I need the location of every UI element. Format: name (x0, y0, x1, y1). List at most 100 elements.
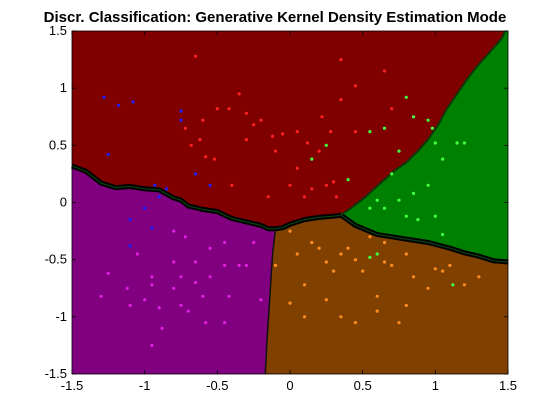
data-point-s4-7 (455, 141, 459, 145)
x-tick-label: -1.5 (61, 378, 83, 393)
data-point-s0-5 (237, 92, 241, 96)
data-point-s3-9 (361, 269, 365, 273)
data-point-s3-10 (375, 294, 379, 298)
data-point-s2-30 (193, 280, 198, 285)
data-point-s4-15 (441, 232, 445, 237)
chart-title: Discr. Classification: Generative Kernel… (44, 9, 507, 26)
data-point-s0-33 (324, 183, 328, 187)
plot-area (71, 30, 509, 375)
x-tick-label: -1 (139, 378, 151, 393)
data-point-s3-19 (462, 283, 466, 287)
data-point-s4-9 (426, 183, 430, 187)
data-point-s2-23 (160, 326, 164, 330)
data-point-s3-11 (382, 240, 387, 245)
data-point-s1-8 (208, 183, 212, 187)
data-point-s1-11 (128, 218, 132, 222)
data-point-s1-5 (153, 183, 157, 187)
data-point-s2-4 (143, 298, 147, 302)
data-point-s2-11 (186, 309, 190, 313)
data-point-s1-3 (106, 152, 110, 157)
data-point-s2-7 (172, 260, 176, 264)
data-point-s0-22 (230, 183, 234, 187)
data-point-s3-12 (390, 263, 394, 267)
data-point-s3-14 (411, 275, 416, 279)
data-point-s4-14 (433, 214, 437, 218)
y-tick-label: 1 (60, 80, 67, 95)
data-point-s1-13 (128, 244, 132, 248)
data-point-s2-3 (99, 294, 103, 298)
data-point-s3-31 (368, 235, 372, 239)
data-point-s2-24 (150, 343, 154, 347)
data-point-s0-11 (295, 130, 299, 134)
data-point-s4-0 (368, 130, 372, 134)
x-tick-label: 0 (286, 378, 293, 393)
data-point-s3-27 (397, 321, 401, 325)
data-point-s2-1 (125, 286, 129, 290)
data-point-s2-9 (172, 286, 176, 290)
data-point-s4-1 (382, 126, 387, 130)
boundary-orange-green-inner (340, 214, 509, 263)
data-point-s1-1 (116, 103, 121, 107)
data-point-s0-24 (273, 149, 278, 153)
data-point-s3-5 (324, 260, 328, 264)
data-point-s0-31 (189, 143, 193, 147)
data-point-s0-21 (198, 138, 202, 142)
data-point-s3-1 (295, 252, 299, 256)
x-tick-label: 0.5 (354, 378, 372, 393)
data-point-s3-24 (339, 315, 343, 319)
data-point-s3-2 (273, 263, 278, 267)
y-tick-label: 0 (60, 195, 67, 210)
y-tick-label: -0.5 (45, 252, 67, 267)
data-point-s0-0 (193, 54, 198, 58)
data-point-s0-6 (244, 111, 248, 115)
data-point-s0-2 (201, 118, 205, 122)
data-point-s2-18 (244, 263, 248, 267)
data-point-s0-3 (215, 107, 219, 111)
data-point-s2-6 (157, 306, 161, 310)
data-point-s0-17 (353, 84, 357, 88)
data-point-s3-3 (302, 283, 307, 287)
data-point-s3-23 (324, 298, 328, 302)
y-tick-label: -1.5 (45, 366, 67, 381)
data-point-s2-26 (172, 229, 176, 233)
boundary-red-green (340, 30, 507, 216)
data-point-s2-15 (223, 263, 227, 267)
data-point-s0-16 (339, 58, 343, 62)
data-point-s2-25 (208, 246, 212, 250)
data-point-s3-21 (288, 301, 292, 305)
data-point-s3-20 (477, 275, 481, 279)
data-point-s4-21 (310, 157, 314, 161)
y-tick-label: -1 (55, 309, 67, 324)
region-red (72, 31, 506, 229)
data-point-s1-2 (131, 100, 135, 104)
data-point-s0-30 (212, 157, 216, 161)
data-point-s1-12 (150, 226, 154, 230)
data-point-s4-16 (382, 206, 387, 210)
data-point-s2-5 (150, 275, 154, 279)
data-point-s3-6 (339, 252, 343, 256)
data-point-s0-14 (329, 130, 333, 134)
data-point-s3-18 (448, 263, 452, 267)
region-orange (265, 215, 508, 374)
data-point-s3-32 (382, 260, 387, 264)
x-tick-label: 1.5 (499, 378, 517, 393)
data-point-s0-27 (317, 149, 321, 153)
data-point-s0-10 (281, 132, 285, 136)
data-point-s4-5 (430, 126, 434, 130)
data-point-s0-20 (204, 155, 208, 159)
data-point-s1-4 (164, 187, 169, 191)
data-point-s3-0 (288, 229, 292, 233)
data-point-s0-12 (305, 141, 309, 145)
x-tick-label: 1 (432, 378, 439, 393)
data-point-s0-32 (288, 183, 292, 187)
data-point-s0-35 (302, 195, 307, 199)
data-point-s0-8 (259, 118, 263, 122)
data-point-s2-27 (183, 235, 187, 239)
data-point-s0-34 (266, 195, 270, 199)
data-point-s4-23 (397, 149, 401, 153)
y-tick-label: 0.5 (49, 137, 67, 152)
data-point-s2-12 (193, 260, 198, 264)
data-point-s0-7 (252, 123, 256, 127)
